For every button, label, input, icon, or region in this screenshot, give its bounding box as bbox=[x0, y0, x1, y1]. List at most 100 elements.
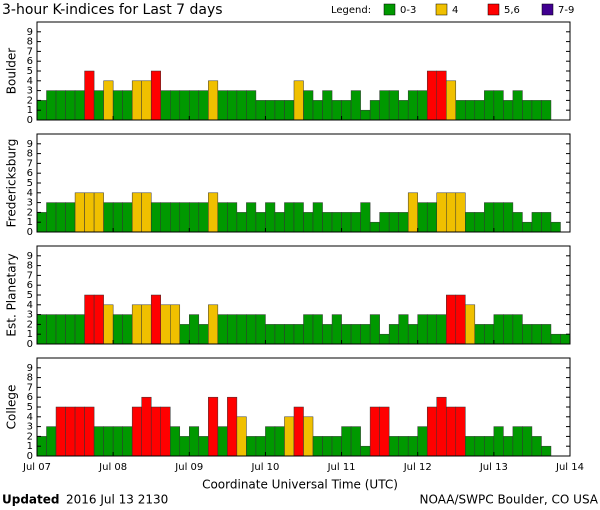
y-tick-label: 7 bbox=[27, 270, 33, 281]
bar bbox=[65, 406, 76, 457]
bar bbox=[255, 100, 266, 121]
bar bbox=[474, 436, 485, 457]
y-tick-label: 2 bbox=[27, 207, 33, 218]
bar bbox=[150, 202, 161, 233]
bar bbox=[293, 324, 304, 345]
bar bbox=[284, 202, 295, 233]
y-tick-label: 3 bbox=[27, 422, 33, 433]
bar bbox=[360, 202, 371, 233]
x-tick-label: Jul 10 bbox=[250, 462, 279, 473]
bar bbox=[350, 212, 361, 233]
legend-swatch bbox=[541, 3, 554, 16]
bar bbox=[426, 70, 438, 121]
bar bbox=[189, 90, 200, 121]
y-tick-label: 5 bbox=[27, 290, 33, 301]
bar bbox=[455, 406, 466, 457]
bar bbox=[398, 212, 409, 233]
bar bbox=[331, 314, 342, 345]
y-tick-label: 5 bbox=[27, 178, 33, 189]
bar bbox=[417, 426, 428, 457]
bar bbox=[560, 333, 571, 345]
bar bbox=[122, 202, 133, 233]
bar bbox=[150, 70, 161, 121]
bar bbox=[426, 406, 438, 457]
bar bbox=[227, 202, 238, 233]
bar bbox=[265, 100, 276, 121]
bar bbox=[531, 436, 542, 457]
bar bbox=[246, 436, 257, 457]
bar bbox=[436, 70, 447, 121]
bar bbox=[170, 90, 181, 121]
bar bbox=[398, 314, 409, 345]
bar bbox=[74, 314, 85, 345]
bar bbox=[303, 416, 314, 457]
legend-title: Legend: bbox=[331, 5, 371, 16]
bar bbox=[198, 202, 209, 233]
y-tick-label: 4 bbox=[27, 188, 33, 199]
bar bbox=[274, 100, 285, 121]
bar bbox=[208, 80, 219, 121]
bar bbox=[407, 90, 418, 121]
bar bbox=[103, 426, 114, 457]
bar bbox=[522, 221, 533, 233]
bar bbox=[141, 192, 152, 233]
bar bbox=[274, 426, 285, 457]
y-tick-label: 4 bbox=[27, 76, 33, 87]
bar bbox=[284, 324, 295, 345]
bar bbox=[436, 314, 447, 345]
bar bbox=[303, 212, 314, 233]
y-tick-label: 7 bbox=[27, 382, 33, 393]
bar bbox=[131, 192, 142, 233]
bar bbox=[36, 314, 47, 345]
legend-label: 7-9 bbox=[558, 5, 574, 16]
bar bbox=[484, 324, 495, 345]
bar bbox=[493, 314, 504, 345]
bar bbox=[236, 212, 247, 233]
bar bbox=[208, 304, 219, 345]
bar bbox=[379, 333, 390, 345]
y-tick-label: 6 bbox=[27, 280, 33, 291]
bar bbox=[465, 100, 476, 121]
y-tick-label: 8 bbox=[27, 37, 33, 48]
bar bbox=[208, 396, 219, 457]
bar bbox=[312, 100, 323, 121]
y-tick-label: 3 bbox=[27, 310, 33, 321]
bar bbox=[255, 314, 266, 345]
updated-label: Updated bbox=[2, 493, 60, 507]
bar bbox=[255, 212, 266, 233]
bar bbox=[484, 436, 495, 457]
bar bbox=[141, 304, 152, 345]
y-tick-label: 4 bbox=[27, 300, 33, 311]
bar bbox=[369, 406, 380, 457]
panel-label: Boulder bbox=[5, 48, 19, 95]
bar bbox=[322, 324, 333, 345]
bar bbox=[84, 294, 95, 345]
bar bbox=[369, 100, 380, 121]
panel-frame bbox=[36, 21, 571, 121]
bar bbox=[122, 90, 133, 121]
bar bbox=[198, 324, 209, 345]
bar bbox=[265, 426, 276, 457]
bar bbox=[189, 426, 200, 457]
bar bbox=[274, 324, 285, 345]
bar bbox=[512, 426, 523, 457]
bar bbox=[46, 202, 57, 233]
bar bbox=[65, 314, 76, 345]
bar bbox=[522, 100, 533, 121]
bar bbox=[198, 436, 209, 457]
updated-time: 2016 Jul 13 2130 bbox=[66, 493, 168, 507]
panel-frame bbox=[36, 357, 571, 457]
bar bbox=[360, 445, 371, 457]
y-tick-label: 7 bbox=[27, 46, 33, 57]
y-tick-label: 8 bbox=[27, 373, 33, 384]
bar bbox=[55, 406, 66, 457]
bar bbox=[474, 212, 485, 233]
bar bbox=[426, 314, 438, 345]
y-tick-label: 9 bbox=[27, 251, 33, 262]
bar bbox=[217, 426, 228, 457]
y-tick-label: 6 bbox=[27, 56, 33, 67]
bar bbox=[312, 436, 323, 457]
bar bbox=[246, 202, 257, 233]
bar bbox=[265, 202, 276, 233]
bar bbox=[236, 90, 247, 121]
